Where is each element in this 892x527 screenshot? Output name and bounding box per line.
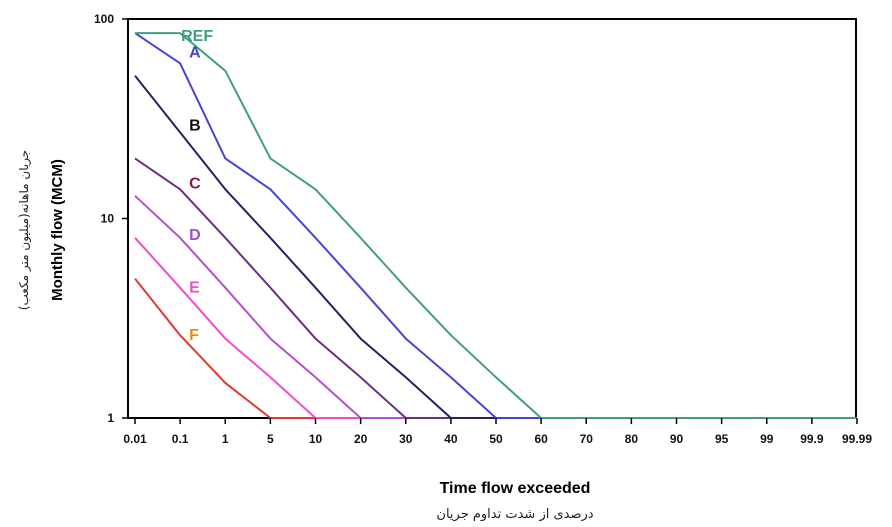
- series-line-f: [134, 277, 857, 419]
- series-label-c: C: [189, 175, 201, 192]
- x-tick-label: 50: [489, 432, 503, 446]
- series-label-d: D: [189, 227, 201, 244]
- series-label-ref: REF: [181, 28, 213, 45]
- x-tick-label: 90: [670, 432, 684, 446]
- x-tick-label: 40: [444, 432, 458, 446]
- series-layer: [134, 32, 857, 419]
- x-tick-label: 20: [354, 432, 368, 446]
- x-tick-label: 95: [715, 432, 729, 446]
- series-line-d: [134, 195, 857, 419]
- x-tick-label: 10: [309, 432, 323, 446]
- x-tick-label: 80: [625, 432, 639, 446]
- x-tick-label: 0.01: [123, 432, 147, 446]
- series-line-b: [134, 75, 857, 419]
- x-tick-label: 0.1: [172, 432, 189, 446]
- x-axis-ticks: 0.01 0.1 1 5 10 20 30 40 50 60 70 80 90 95 99 99.9 99.99: [123, 418, 872, 446]
- series-label-a: A: [189, 44, 201, 61]
- y-axis-title-persian: جریان ماهانه(میلیون متر مکعب): [17, 150, 32, 310]
- y-tick-label: 10: [101, 212, 115, 226]
- series-line-a: [134, 32, 857, 419]
- y-axis-ticks: 1 10 100: [94, 12, 128, 425]
- y-tick-label: 100: [94, 12, 114, 26]
- series-line-c: [134, 157, 857, 419]
- x-tick-label: 30: [399, 432, 413, 446]
- x-tick-label: 99.99: [842, 432, 872, 446]
- x-tick-label: 99: [760, 432, 774, 446]
- x-axis-title: Time flow exceeded: [440, 480, 591, 497]
- series-label-f: F: [189, 327, 199, 344]
- x-tick-label: 99.9: [800, 432, 824, 446]
- series-label-b: B: [189, 117, 201, 134]
- x-axis-title-persian: درصدی از شدت تداوم جریان: [436, 507, 593, 522]
- x-tick-label: 70: [580, 432, 594, 446]
- series-label-e: E: [189, 280, 200, 297]
- y-tick-label: 1: [107, 411, 114, 425]
- series-line-ref: [135, 32, 857, 419]
- plot-frame: [127, 18, 857, 419]
- x-tick-label: 5: [267, 432, 274, 446]
- series-line-e: [134, 237, 857, 419]
- y-axis-title: Monthly flow (MCM): [49, 159, 66, 301]
- x-tick-label: 1: [222, 432, 229, 446]
- x-tick-label: 60: [534, 432, 548, 446]
